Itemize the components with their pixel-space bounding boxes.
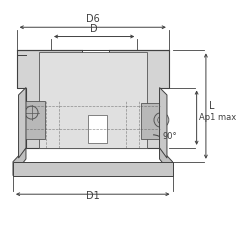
FancyBboxPatch shape <box>88 115 107 143</box>
Text: L: L <box>209 101 214 111</box>
FancyBboxPatch shape <box>24 102 45 138</box>
Polygon shape <box>13 148 26 176</box>
Polygon shape <box>160 148 173 176</box>
Polygon shape <box>18 88 26 158</box>
FancyBboxPatch shape <box>13 162 173 176</box>
FancyBboxPatch shape <box>82 50 109 62</box>
Text: Ap1 max: Ap1 max <box>199 113 237 122</box>
FancyBboxPatch shape <box>141 103 161 138</box>
Text: D: D <box>90 24 98 34</box>
Circle shape <box>160 119 163 121</box>
Polygon shape <box>17 50 169 148</box>
Polygon shape <box>160 88 167 158</box>
FancyBboxPatch shape <box>39 52 147 148</box>
Text: D1: D1 <box>86 191 100 201</box>
Text: D6: D6 <box>86 14 100 24</box>
Text: 90°: 90° <box>162 132 177 141</box>
